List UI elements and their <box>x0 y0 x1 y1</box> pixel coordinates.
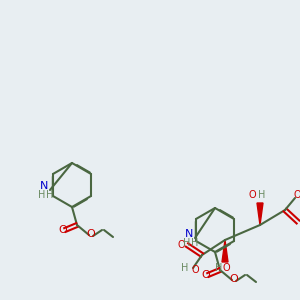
Text: H: H <box>38 190 45 200</box>
Text: O: O <box>58 225 68 235</box>
Text: O: O <box>248 190 256 200</box>
Text: O: O <box>293 190 300 200</box>
Text: O: O <box>222 263 230 273</box>
Polygon shape <box>257 203 263 225</box>
Text: H: H <box>191 238 198 248</box>
Text: H: H <box>299 193 300 203</box>
Text: O: O <box>230 274 238 284</box>
Polygon shape <box>222 240 228 262</box>
Text: H: H <box>183 238 190 248</box>
Text: H: H <box>181 263 189 273</box>
Text: H: H <box>215 263 223 273</box>
Text: H: H <box>258 190 266 200</box>
Text: N: N <box>40 181 48 191</box>
Text: N: N <box>185 229 194 239</box>
Text: H: H <box>46 190 53 200</box>
Text: O: O <box>191 265 199 275</box>
Text: O: O <box>87 229 95 239</box>
Text: O: O <box>202 270 210 280</box>
Text: O: O <box>177 240 185 250</box>
